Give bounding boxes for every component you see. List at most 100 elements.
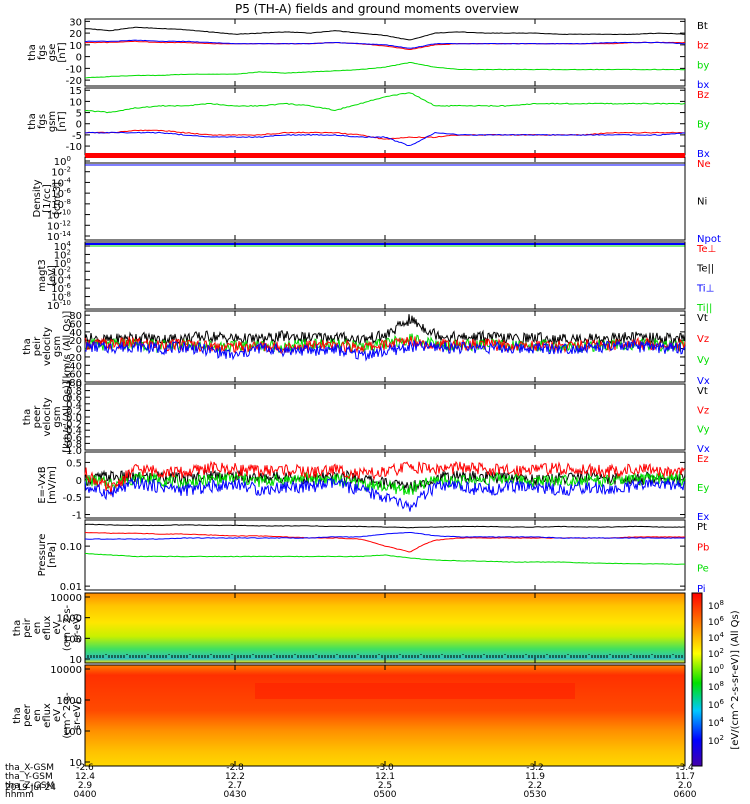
panel-peer-spectrogram: 10000 1000 100 10 tha peer en eflux eV (cm^2-s-sr… — [12, 664, 686, 769]
y-axis-label: tha fgs gsm [nT] — [27, 111, 68, 132]
y-tick-label: 0.5 — [66, 458, 82, 469]
legend-bx: bx — [697, 80, 709, 91]
y-tick-label: 10000 — [50, 665, 82, 676]
y-tick-label: -10 — [66, 64, 82, 75]
y-tick-label: 15 — [69, 86, 82, 97]
colorbar-label: [eV/(cm^2-s-sr-eV)] (All Qs) — [730, 610, 741, 749]
y-tick-label: -10 — [66, 142, 82, 153]
legend-Vt: Vt — [697, 313, 708, 324]
spectrogram-intense-band — [255, 683, 575, 699]
y-axis-label-line: sr-eV) — [72, 613, 83, 642]
y-tick-label: 40 — [69, 328, 82, 339]
series-black — [84, 314, 686, 346]
colorbar-tick-label: 108 — [708, 599, 724, 612]
y-axis-label-line: peer — [32, 405, 43, 429]
y-tick-label: 20 — [69, 336, 82, 347]
y-axis-label: E=-VxB [mV/m] — [37, 466, 58, 504]
y-axis-label-line: tha — [27, 44, 38, 60]
time-axis-value: 2.9 — [78, 781, 93, 791]
colorbar-tick-label: 108 — [708, 680, 724, 693]
series-blue — [84, 532, 686, 540]
y-tick-label: 0 — [76, 120, 82, 131]
colorbar-bar — [691, 592, 703, 767]
y-tick-label: -1.0 — [62, 446, 82, 457]
time-axis-value: 0600 — [674, 790, 697, 800]
y-tick-label: 10 — [69, 97, 82, 108]
series-green — [84, 470, 686, 496]
legend-Vx: Vx — [697, 376, 710, 387]
legend-Pt: Pt — [697, 522, 707, 533]
legend-Ti||: Ti|| — [696, 303, 712, 314]
y-axis-label: tha peer en eflux eV (cm^2-s-sr-eV) — [12, 692, 83, 739]
colorbar-tick-label: 106 — [708, 615, 724, 628]
time-axis-value: 0500 — [374, 790, 397, 800]
y-axis-label-line: [nT] — [57, 42, 68, 62]
y-axis-label: tha peir en eflux eV (cm^2-s-sr-eV) — [12, 604, 83, 651]
series-green — [84, 92, 686, 114]
legend-Npot: Npot — [697, 234, 721, 245]
y-axis-label-line: peir — [22, 617, 33, 637]
y-tick-label: 0 — [76, 476, 82, 487]
y-axis-label-line: (cm^2-s- — [62, 604, 73, 651]
time-axis-row-label: tha_Y-GSM — [5, 772, 53, 782]
y-tick-label: -0.5 — [62, 493, 82, 504]
time-axis-value: 0530 — [524, 790, 547, 800]
y-tick-label: 0 — [76, 53, 82, 64]
legend-Vz: Vz — [697, 405, 709, 416]
y-tick-label: 10-10 — [47, 299, 71, 312]
time-axis-value: 2.0 — [678, 781, 693, 791]
time-axis-row-label: tha_X-GSM — [5, 763, 54, 773]
colorbar-tick-label: 100 — [708, 663, 724, 676]
colorbar-tick-label: 102 — [708, 734, 724, 747]
legend-Ne: Ne — [697, 159, 711, 170]
time-axis-row-label: tha_Z-GSM — [5, 781, 54, 791]
y-tick-label: 0.8 — [66, 387, 82, 398]
y-tick-label: 100 — [63, 727, 82, 738]
time-axis-value: 2.2 — [528, 781, 542, 791]
y-tick-label: -60 — [66, 370, 82, 381]
y-axis-label-line: (cm^2-s- — [62, 692, 73, 739]
legend-Bz: Bz — [697, 90, 709, 101]
y-axis-label-line: gsm — [47, 111, 58, 132]
legend-Te||: Te|| — [696, 264, 714, 275]
y-tick-label: -20 — [66, 353, 82, 364]
y-axis-label-line: magt3 — [37, 259, 48, 292]
y-axis-label-line: gsm — [52, 336, 63, 357]
y-axis-label-line: tha — [12, 707, 23, 723]
y-axis-label-line: tha — [22, 409, 33, 425]
y-tick-label: 1.0 — [66, 380, 82, 391]
legend-Pe: Pe — [697, 563, 709, 574]
legend-Ex: Ex — [697, 512, 709, 523]
y-tick-label: -0.8 — [62, 439, 82, 450]
panel-frame — [84, 156, 686, 241]
spectrogram-electron-fill — [85, 665, 685, 766]
y-tick-label: -40 — [66, 361, 82, 372]
panel-frame — [84, 87, 686, 156]
y-axis-label-line: [cm-3] — [52, 182, 63, 215]
time-axis-value: 0430 — [224, 790, 247, 800]
series-red — [84, 40, 686, 50]
y-axis-label-line: en — [32, 709, 43, 722]
date-label: 2019 Jul 24 — [5, 783, 56, 793]
y-tick-label: 10 — [69, 655, 82, 666]
time-axis-value: 0400 — [74, 790, 97, 800]
y-axis-label-line: gse — [47, 44, 58, 62]
legend-By: By — [697, 120, 710, 131]
y-axis-label-line: [nPa] — [47, 542, 58, 568]
y-axis-label-line: Pressure — [37, 534, 48, 577]
panel-density: 10010-210-410-610-810-1010-1210-14Densit… — [32, 153, 721, 245]
spectrogram-ion-fill — [85, 593, 685, 663]
y-tick-label: 100 — [63, 634, 82, 645]
y-axis-label-line: E=-VxB — [37, 466, 48, 503]
y-tick-label: 10 — [69, 41, 82, 52]
y-axis-label: magt3 [eV] — [37, 259, 58, 292]
series-green — [85, 553, 685, 565]
series-red — [84, 335, 686, 354]
y-axis-label-line: fgs — [37, 114, 48, 129]
y-tick-label: 60 — [69, 320, 82, 331]
colorbar-tick-label: 102 — [708, 647, 724, 660]
time-axis-value: 11.9 — [525, 772, 545, 782]
legend-by: by — [697, 60, 709, 71]
plot-title: P5 (TH-A) fields and ground moments over… — [235, 2, 519, 16]
